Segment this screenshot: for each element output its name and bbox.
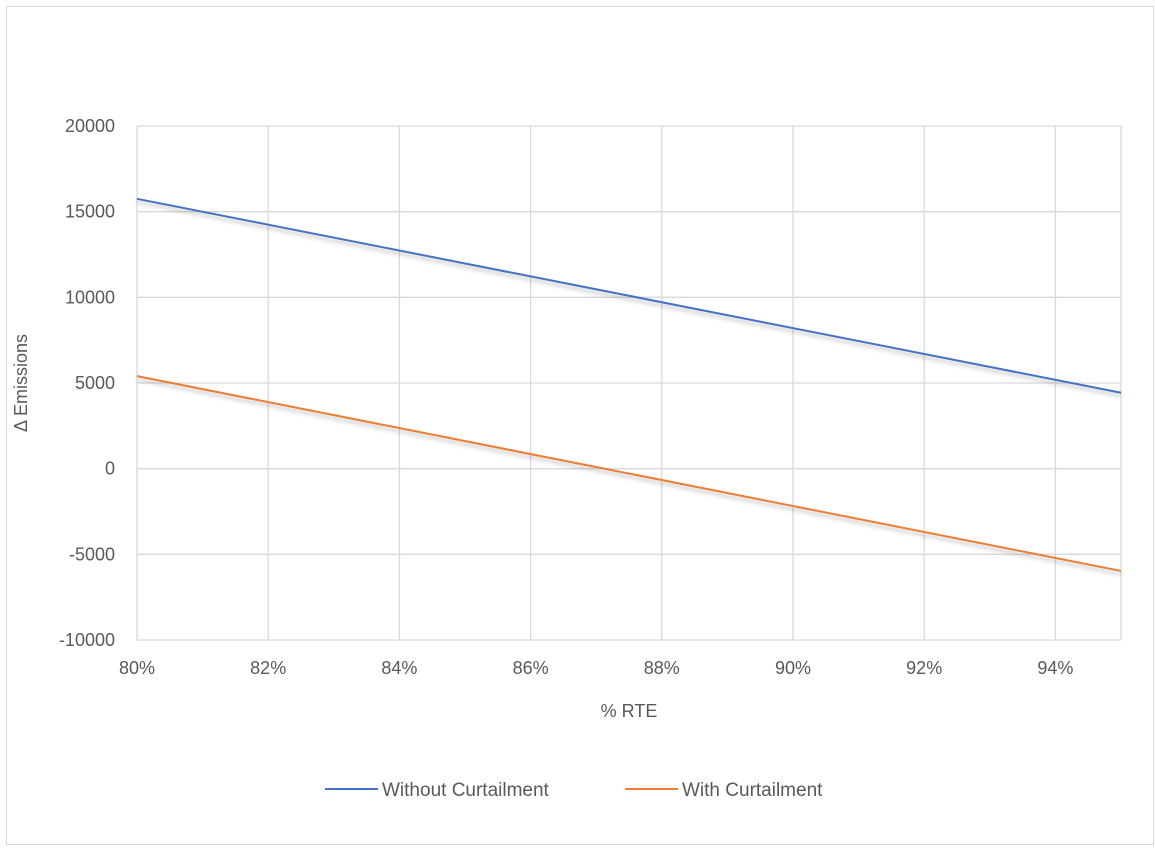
- legend: Without Curtailment With Curtailment: [325, 780, 823, 801]
- y-axis-title: Δ Emissions: [11, 334, 31, 432]
- y-tick-label: -10000: [59, 630, 115, 650]
- series-lines: [136, 197, 1122, 572]
- line-chart: 20000 15000 10000 5000 0 -5000 -10000 80% 82% 84…: [11, 116, 1122, 801]
- series-line-with-curtailment: [136, 375, 1122, 572]
- legend-label-with-curtailment: With Curtailment: [682, 780, 823, 801]
- x-tick-label: 86%: [513, 658, 549, 678]
- y-axis-tick-labels: 20000 15000 10000 5000 0 -5000 -10000: [59, 116, 115, 650]
- x-tick-label: 90%: [775, 658, 811, 678]
- x-tick-label: 82%: [250, 658, 286, 678]
- y-tick-label: 20000: [65, 116, 115, 136]
- x-tick-label: 88%: [644, 658, 680, 678]
- y-tick-label: 10000: [65, 287, 115, 307]
- x-tick-label: 94%: [1037, 658, 1073, 678]
- y-tick-label: 15000: [65, 202, 115, 222]
- x-axis-tick-labels: 80% 82% 84% 86% 88% 90% 92% 94%: [119, 658, 1073, 678]
- legend-item-with-curtailment: With Curtailment: [625, 780, 823, 801]
- x-tick-label: 80%: [119, 658, 155, 678]
- x-tick-label: 92%: [906, 658, 942, 678]
- x-axis-title: % RTE: [601, 701, 658, 721]
- x-tick-label: 84%: [381, 658, 417, 678]
- y-tick-label: -5000: [69, 544, 115, 564]
- series-line-without-curtailment: [136, 197, 1122, 394]
- legend-item-without-curtailment: Without Curtailment: [325, 780, 550, 801]
- chart-area: 20000 15000 10000 5000 0 -5000 -10000 80% 82% 84…: [6, 6, 1154, 845]
- legend-label-without-curtailment: Without Curtailment: [382, 780, 550, 801]
- y-tick-label: 0: [105, 459, 115, 479]
- gridlines: [136, 125, 1122, 641]
- y-tick-label: 5000: [75, 373, 115, 393]
